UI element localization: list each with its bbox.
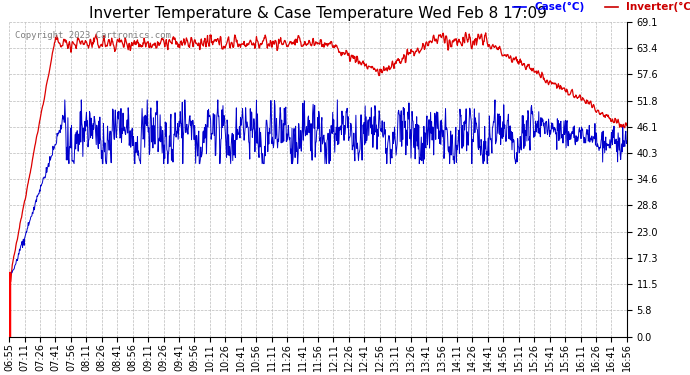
Legend: Case(°C), Inverter(°C): Case(°C), Inverter(°C) <box>513 2 690 12</box>
Text: Copyright 2023 Cartronics.com: Copyright 2023 Cartronics.com <box>15 32 171 40</box>
Title: Inverter Temperature & Case Temperature Wed Feb 8 17:09: Inverter Temperature & Case Temperature … <box>89 6 547 21</box>
